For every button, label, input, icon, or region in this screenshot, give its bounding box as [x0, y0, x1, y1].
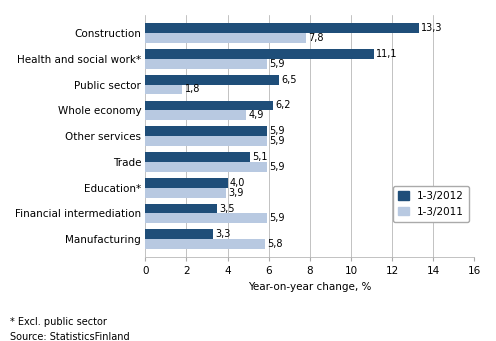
Bar — [145, 204, 217, 213]
Bar — [145, 188, 226, 197]
Text: 4,9: 4,9 — [248, 110, 264, 120]
Text: 6,5: 6,5 — [281, 75, 297, 85]
Legend: 1-3/2012, 1-3/2011: 1-3/2012, 1-3/2011 — [393, 186, 469, 222]
Text: 3,9: 3,9 — [228, 188, 244, 198]
Text: 5,1: 5,1 — [252, 152, 268, 162]
Bar — [145, 23, 419, 33]
Text: 13,3: 13,3 — [421, 23, 443, 33]
Text: 5,9: 5,9 — [269, 126, 285, 136]
Text: 11,1: 11,1 — [376, 49, 398, 59]
Text: 6,2: 6,2 — [275, 101, 291, 110]
Text: Source: StatisticsFinland: Source: StatisticsFinland — [10, 332, 129, 341]
Bar — [145, 127, 267, 136]
Bar — [145, 49, 373, 59]
Text: 7,8: 7,8 — [308, 33, 324, 43]
Text: 5,8: 5,8 — [267, 239, 283, 249]
Text: 4,0: 4,0 — [230, 178, 246, 188]
Bar — [145, 178, 228, 188]
Bar — [145, 239, 264, 249]
Bar — [145, 229, 213, 239]
Text: 3,3: 3,3 — [216, 229, 231, 239]
Bar — [145, 152, 250, 162]
Bar — [145, 33, 306, 43]
Bar — [145, 85, 183, 94]
Bar — [145, 59, 267, 69]
Bar — [145, 162, 267, 172]
Bar — [145, 136, 267, 146]
Text: 1,8: 1,8 — [185, 85, 200, 94]
Bar — [145, 101, 273, 110]
X-axis label: Year-on-year change, %: Year-on-year change, % — [248, 282, 372, 292]
Text: 5,9: 5,9 — [269, 136, 285, 146]
Bar — [145, 110, 246, 120]
Text: 5,9: 5,9 — [269, 162, 285, 172]
Bar — [145, 75, 279, 85]
Text: 5,9: 5,9 — [269, 59, 285, 69]
Text: 5,9: 5,9 — [269, 213, 285, 223]
Text: 3,5: 3,5 — [220, 204, 235, 213]
Text: * Excl. public sector: * Excl. public sector — [10, 317, 107, 327]
Bar — [145, 213, 267, 223]
